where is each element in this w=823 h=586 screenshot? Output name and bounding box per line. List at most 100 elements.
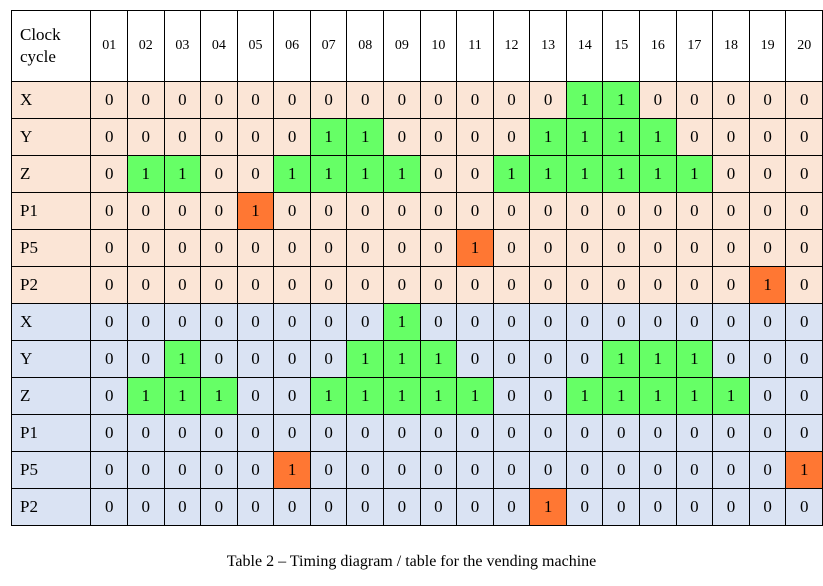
column-header-cycle: 10 <box>419 10 458 82</box>
signal-value-cell: 0 <box>529 229 567 267</box>
signal-value-cell: 1 <box>675 155 714 193</box>
signal-value-cell: 0 <box>236 229 275 267</box>
signal-value-cell: 0 <box>163 303 202 341</box>
signal-value-cell: 1 <box>200 377 238 415</box>
signal-value-cell: 0 <box>236 118 275 156</box>
signal-value-cell: 0 <box>748 81 787 119</box>
signal-value-cell: 0 <box>748 377 787 415</box>
signal-value-cell: 0 <box>309 451 348 489</box>
signal-value-cell: 0 <box>383 488 421 526</box>
signal-value-cell: 1 <box>639 377 677 415</box>
signal-value-cell: 0 <box>200 118 238 156</box>
table-row: P5 0 0 0 0 0 0 0 0 0 0 1 0 0 0 0 0 0 0 0 0 <box>10 229 823 267</box>
row-label-signal: P1 <box>10 192 92 230</box>
table-row: P1 0 0 0 0 1 0 0 0 0 0 0 0 0 0 0 0 0 0 0 0 <box>10 192 823 230</box>
signal-value-cell: 1 <box>383 155 421 193</box>
signal-value-cell: 0 <box>456 155 494 193</box>
signal-value-cell: 0 <box>346 192 385 230</box>
signal-value-cell: 0 <box>163 229 202 267</box>
signal-value-cell: 0 <box>273 118 311 156</box>
signal-value-cell: 0 <box>712 192 750 230</box>
column-header-cycle: 18 <box>712 10 750 82</box>
signal-value-cell: 0 <box>712 303 750 341</box>
signal-value-cell: 0 <box>675 266 714 304</box>
signal-value-cell: 1 <box>346 155 385 193</box>
column-header-cycle: 14 <box>565 10 604 82</box>
signal-value-cell: 1 <box>602 377 641 415</box>
signal-value-cell: 0 <box>529 266 567 304</box>
signal-value-cell: 0 <box>90 155 128 193</box>
signal-value-cell: 1 <box>383 303 421 341</box>
signal-value-cell: 0 <box>273 377 311 415</box>
signal-value-cell: 1 <box>346 377 385 415</box>
signal-value-cell: 0 <box>236 377 275 415</box>
signal-value-cell: 0 <box>200 488 238 526</box>
signal-value-cell: 0 <box>419 192 458 230</box>
signal-value-cell: 0 <box>236 414 275 452</box>
signal-value-cell: 0 <box>163 266 202 304</box>
signal-value-cell: 0 <box>748 414 787 452</box>
signal-value-cell: 0 <box>346 303 385 341</box>
signal-value-cell: 0 <box>565 451 604 489</box>
signal-value-cell: 1 <box>383 377 421 415</box>
signal-value-cell: 0 <box>419 229 458 267</box>
signal-value-cell: 0 <box>785 414 823 452</box>
signal-value-cell: 1 <box>602 81 641 119</box>
signal-value-cell: 0 <box>748 488 787 526</box>
signal-value-cell: 0 <box>748 451 787 489</box>
signal-value-cell: 1 <box>675 340 714 378</box>
signal-value-cell: 0 <box>309 340 348 378</box>
signal-value-cell: 0 <box>273 266 311 304</box>
signal-value-cell: 0 <box>602 192 641 230</box>
signal-value-cell: 0 <box>565 266 604 304</box>
signal-value-cell: 0 <box>90 266 128 304</box>
signal-value-cell: 0 <box>236 266 275 304</box>
signal-value-cell: 0 <box>748 118 787 156</box>
signal-value-cell: 0 <box>383 118 421 156</box>
signal-value-cell: 0 <box>236 303 275 341</box>
signal-value-cell: 0 <box>565 414 604 452</box>
signal-value-cell: 0 <box>200 303 238 341</box>
signal-value-cell: 0 <box>529 414 567 452</box>
signal-value-cell: 0 <box>126 303 165 341</box>
signal-value-cell: 0 <box>126 414 165 452</box>
signal-value-cell: 0 <box>126 229 165 267</box>
signal-value-cell: 0 <box>163 488 202 526</box>
signal-value-cell: 1 <box>346 118 385 156</box>
signal-value-cell: 0 <box>675 414 714 452</box>
signal-value-cell: 0 <box>785 303 823 341</box>
signal-value-cell: 0 <box>529 81 567 119</box>
signal-value-cell: 0 <box>529 303 567 341</box>
signal-value-cell: 0 <box>90 81 128 119</box>
column-header-cycle: 11 <box>456 10 494 82</box>
signal-value-cell: 0 <box>126 81 165 119</box>
table-row: P1 0 0 0 0 0 0 0 0 0 0 0 0 0 0 0 0 0 0 0 0 <box>10 414 823 452</box>
signal-value-cell: 0 <box>639 488 677 526</box>
signal-value-cell: 0 <box>639 303 677 341</box>
signal-value-cell: 0 <box>529 451 567 489</box>
signal-value-cell: 0 <box>163 414 202 452</box>
row-label-signal: Y <box>10 340 92 378</box>
signal-value-cell: 0 <box>492 451 531 489</box>
signal-value-cell: 0 <box>90 488 128 526</box>
signal-value-cell: 0 <box>126 192 165 230</box>
signal-value-cell: 0 <box>602 229 641 267</box>
signal-value-cell: 0 <box>675 192 714 230</box>
signal-value-cell: 0 <box>492 414 531 452</box>
signal-value-cell: 0 <box>309 229 348 267</box>
signal-value-cell: 0 <box>456 451 494 489</box>
signal-value-cell: 0 <box>383 451 421 489</box>
signal-value-cell: 1 <box>675 377 714 415</box>
signal-value-cell: 1 <box>456 377 494 415</box>
signal-value-cell: 1 <box>309 377 348 415</box>
signal-value-cell: 1 <box>639 118 677 156</box>
signal-value-cell: 0 <box>712 155 750 193</box>
signal-value-cell: 0 <box>90 340 128 378</box>
signal-value-cell: 0 <box>748 192 787 230</box>
signal-value-cell: 0 <box>419 118 458 156</box>
signal-value-cell: 0 <box>90 118 128 156</box>
signal-value-cell: 0 <box>639 81 677 119</box>
